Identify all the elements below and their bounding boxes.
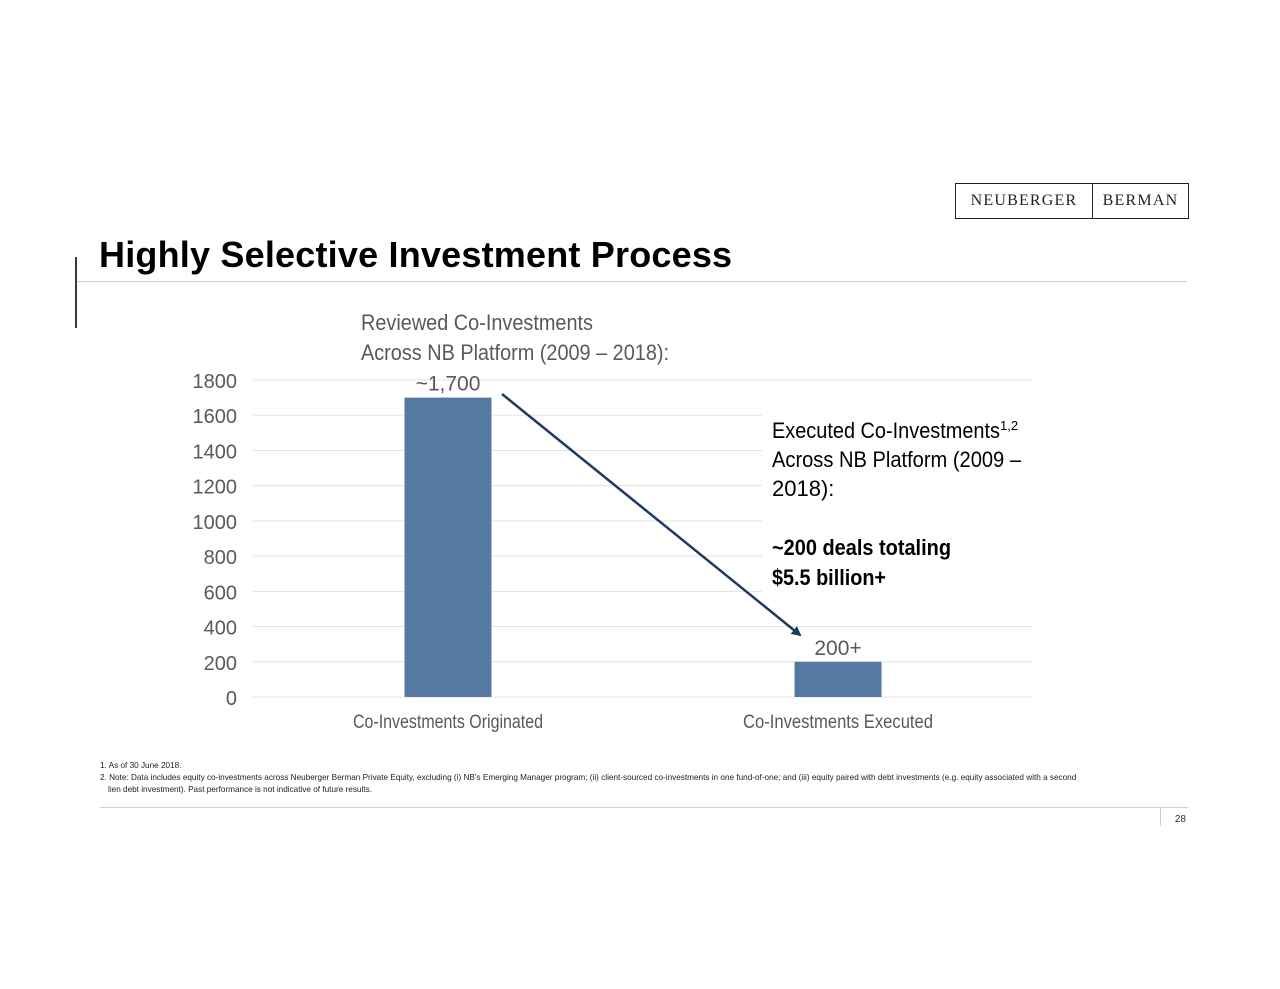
neuberger-berman-logo: NEUBERGER BERMAN xyxy=(955,183,1189,219)
bar xyxy=(794,661,882,697)
y-tick-label: 800 xyxy=(204,547,237,569)
deals-total-line1: ~200 deals totaling xyxy=(772,535,951,560)
footer-divider xyxy=(100,807,1188,808)
executed-annotation-box xyxy=(762,408,1034,600)
x-category-label: Co-Investments Executed xyxy=(743,712,933,733)
y-tick-label: 1800 xyxy=(193,371,238,393)
logo-word-berman: BERMAN xyxy=(1102,192,1179,209)
y-tick-label: 1000 xyxy=(193,512,238,534)
logo-word-neuberger: NEUBERGER xyxy=(956,184,1093,218)
y-tick-label: 400 xyxy=(204,618,237,640)
footnote-2-continued: lien debt investment). Past performance … xyxy=(108,785,372,794)
y-tick-label: 600 xyxy=(204,582,237,604)
footnotes: 1. As of 30 June 2018. 2. Note: Data inc… xyxy=(100,760,1190,796)
y-tick-label: 1400 xyxy=(193,441,238,463)
reviewed-annotation-line2: Across NB Platform (2009 – 2018): xyxy=(361,340,669,365)
bar-value-label: ~1,700 xyxy=(416,373,481,396)
bar-chart: 0 200 400 600 800 1000 1200 1400 1600 1800 ~1,700… xyxy=(193,310,1034,733)
y-tick-label: 200 xyxy=(204,653,237,675)
bar xyxy=(404,397,492,697)
page-number: 28 xyxy=(1174,814,1186,825)
title-accent-bar xyxy=(75,257,77,328)
reviewed-annotation-line1: Reviewed Co-Investments xyxy=(361,310,593,335)
executed-annotation-line1: Executed Co-Investments1,2 xyxy=(772,418,1018,443)
footnote-2: 2. Note: Data includes equity co-investm… xyxy=(100,773,1077,782)
footnote-1: 1. As of 30 June 2018. xyxy=(100,761,182,770)
deals-total-line2: $5.5 billion+ xyxy=(772,565,886,590)
executed-annotation-line2: Across NB Platform (2009 – xyxy=(772,447,1022,472)
page-title: Highly Selective Investment Process xyxy=(99,234,733,275)
x-category-label: Co-Investments Originated xyxy=(353,712,543,733)
y-tick-label: 1200 xyxy=(193,477,238,499)
decline-arrow xyxy=(501,393,802,637)
bar-value-label: 200+ xyxy=(814,637,861,660)
page-number-divider xyxy=(1160,808,1161,826)
executed-annotation-line3: 2018): xyxy=(772,476,834,501)
y-tick-label: 0 xyxy=(226,688,237,710)
title-divider xyxy=(77,281,1187,282)
y-tick-label: 1600 xyxy=(193,406,238,428)
